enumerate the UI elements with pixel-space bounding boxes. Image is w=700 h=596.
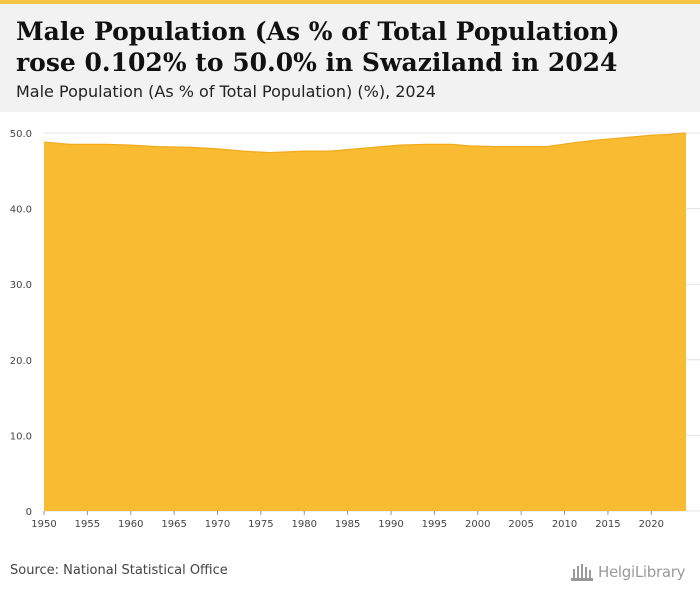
y-tick-label: 40.0 (10, 205, 32, 216)
area-series-0 (44, 133, 686, 511)
x-tick-label: 1950 (31, 519, 56, 530)
y-tick-label: 20.0 (10, 356, 32, 367)
x-tick-label: 1975 (248, 519, 273, 530)
x-tick-label: 1960 (118, 519, 143, 530)
y-tick-label: 30.0 (10, 280, 32, 291)
x-axis-ticks: 1950 1955 1960 1965 1970 1975 1980 1985 1990 1995… (31, 511, 664, 530)
x-tick-label: 1980 (292, 519, 317, 530)
x-tick-label: 1985 (335, 519, 360, 530)
area-chart: 010.020.030.040.050.0 1950 1955 1960 1965 19… (10, 129, 700, 530)
x-tick-label: 1955 (75, 519, 100, 530)
chart-header: Male Population (As % of Total Populatio… (0, 4, 700, 112)
x-tick-label: 2010 (552, 519, 577, 530)
x-tick-label: 2005 (508, 519, 533, 530)
y-tick-label: 50.0 (10, 129, 32, 140)
top-accent-bar (0, 0, 700, 4)
brand-name: HelgiLibrary (598, 563, 686, 581)
y-tick-label: 10.0 (10, 431, 32, 442)
y-tick-label: 0 (26, 507, 32, 518)
x-tick-label: 2015 (595, 519, 620, 530)
x-tick-label: 1970 (205, 519, 230, 530)
chart-subtitle: Male Population (As % of Total Populatio… (16, 82, 436, 101)
x-tick-label: 2000 (465, 519, 490, 530)
x-tick-label: 2020 (639, 519, 664, 530)
x-tick-label: 1965 (161, 519, 186, 530)
series-area (43, 132, 687, 511)
library-building-icon (571, 564, 593, 581)
chart-title: Male Population (As % of Total Populatio… (16, 17, 620, 77)
x-tick-label: 1990 (378, 519, 403, 530)
series-line-0 (43, 132, 687, 154)
x-tick-label: 1995 (422, 519, 447, 530)
brand-logo[interactable]: HelgiLibrary (570, 560, 694, 584)
y-axis-ticks: 0 10.0 20.0 30.0 40.0 50.0 (10, 129, 32, 518)
source-note: Source: National Statistical Office (10, 563, 228, 578)
